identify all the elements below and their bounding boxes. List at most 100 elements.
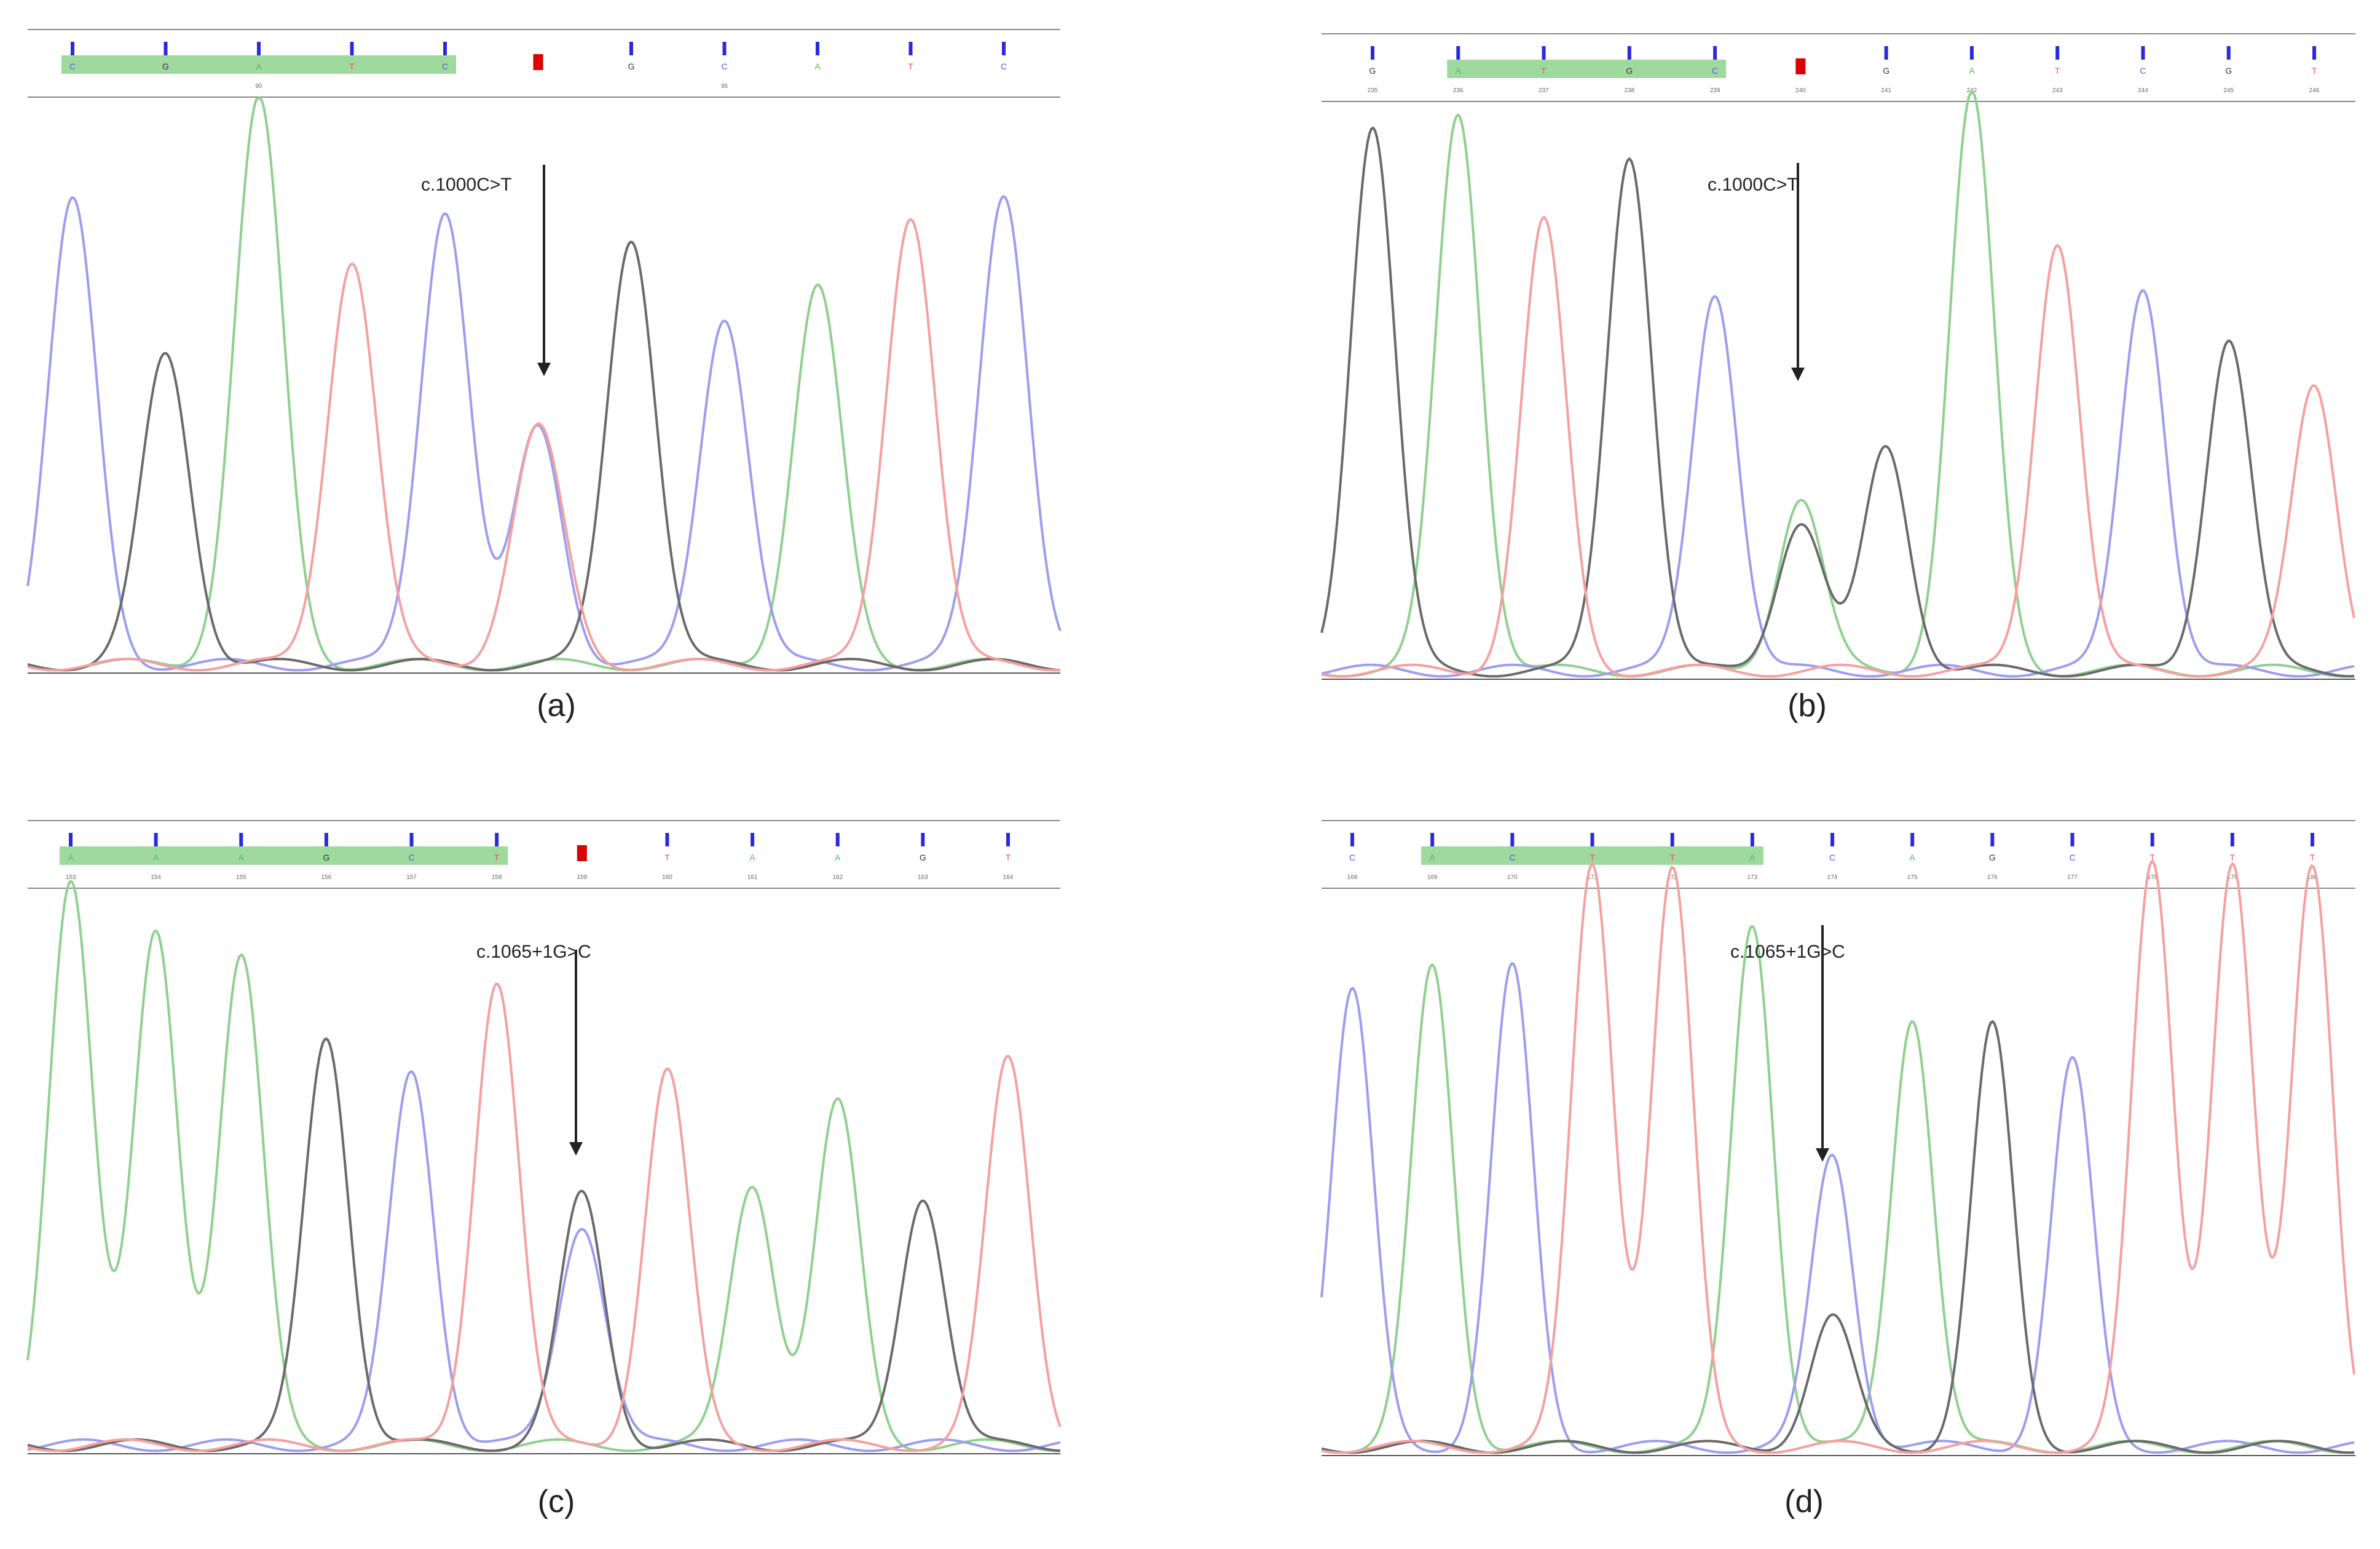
base-call: A	[238, 853, 245, 862]
trace-a	[1321, 92, 2355, 678]
panel-d: C A C T T A C A G C T T T 168 169 170 171 172 173 174 175 176…	[1320, 820, 2355, 1519]
quality-bar	[1430, 833, 1435, 846]
quality-bar	[751, 833, 755, 846]
quality-bar	[1002, 42, 1006, 55]
position-label: 162	[832, 874, 843, 881]
base-call: A	[1429, 853, 1435, 862]
position-label: 160	[662, 874, 672, 881]
quality-bar	[350, 42, 354, 55]
quality-bar	[2070, 833, 2075, 846]
base-call: T	[494, 853, 500, 862]
quality-bar	[1670, 833, 1674, 846]
base-call: C	[1829, 853, 1835, 862]
ambiguous-base-marker	[1795, 58, 1806, 74]
quality-bar	[629, 42, 633, 55]
position-label: 241	[1881, 87, 1891, 94]
sequence-highlight	[1421, 846, 1763, 865]
quality-bar	[1350, 833, 1354, 846]
quality-bar	[908, 42, 913, 55]
trace-c	[26, 195, 1062, 672]
mutation-label: c.1000C>T	[1708, 175, 1799, 195]
quality-bar	[921, 833, 925, 846]
mutation-arrow-head	[1816, 1148, 1829, 1162]
quality-bar	[1542, 46, 1546, 60]
base-call: G	[2225, 66, 2232, 76]
quality-bar	[71, 42, 74, 55]
mutation-arrow-head	[1791, 368, 1805, 381]
quality-bar	[164, 42, 168, 55]
base-call: T	[908, 61, 913, 71]
base-call: C	[721, 61, 727, 71]
panel-caption: (a)	[537, 688, 576, 723]
base-call: G	[162, 61, 169, 71]
base-call: G	[920, 853, 926, 862]
position-label: 176	[1987, 874, 1998, 881]
quality-bar	[1627, 46, 1631, 60]
position-label: 174	[1827, 874, 1838, 881]
base-call: T	[664, 853, 670, 862]
base-call: T	[2312, 66, 2317, 76]
position-label: 172	[1667, 874, 1677, 881]
mutation-label: c.1065+1G>C	[1730, 942, 1845, 962]
position-label: 157	[406, 874, 417, 881]
position-label: 240	[1795, 87, 1806, 94]
quality-bar	[722, 42, 727, 55]
quality-bar	[443, 42, 447, 55]
quality-bar	[1371, 46, 1374, 60]
base-call: T	[1541, 66, 1547, 76]
position-label: 155	[236, 874, 246, 881]
base-call: A	[749, 853, 755, 862]
trace-a	[1321, 925, 2355, 1454]
base-call: T	[2310, 853, 2315, 862]
position-label: 239	[1710, 87, 1720, 94]
mutation-label: c.1000C>T	[421, 175, 512, 195]
mutation-arrow-head	[537, 363, 551, 376]
position-label: 153	[66, 874, 76, 881]
position-label: 170	[1507, 874, 1518, 881]
position-label: 90	[255, 83, 262, 90]
base-call: A	[814, 61, 821, 71]
base-call: A	[835, 853, 841, 862]
position-label: 177	[2067, 874, 2078, 881]
quality-bar	[154, 833, 158, 846]
position-label: 236	[1453, 87, 1464, 94]
position-label: 164	[1003, 874, 1014, 881]
base-call: C	[408, 853, 414, 862]
quality-bar	[1910, 833, 1915, 846]
ambiguous-base-marker	[577, 845, 587, 861]
position-label: 95	[721, 83, 728, 90]
trace-g	[27, 240, 1061, 672]
quality-bar	[2230, 833, 2234, 846]
trace-g	[1320, 126, 2355, 678]
quality-bar	[1713, 46, 1717, 60]
base-call: T	[2230, 853, 2236, 862]
sequence-highlight	[1447, 60, 1727, 78]
base-call: C	[2140, 66, 2146, 76]
trace-c	[1321, 289, 2355, 678]
quality-bar	[1006, 833, 1010, 846]
sequence-highlight	[60, 846, 508, 865]
position-label: 238	[1624, 87, 1634, 94]
panel-a: C G A T C G C A T C 90 95 c.1000C>T (a)	[26, 29, 1062, 723]
quality-bar	[1750, 833, 1754, 846]
base-call: A	[256, 61, 262, 71]
quality-bar	[257, 42, 261, 55]
base-call: T	[349, 61, 355, 71]
position-label: 244	[2138, 87, 2148, 94]
position-label: 163	[918, 874, 928, 881]
base-call: G	[1883, 66, 1889, 76]
base-call: C	[1349, 853, 1355, 862]
position-label: 237	[1539, 87, 1549, 94]
base-call: A	[153, 853, 159, 862]
quality-bar	[495, 833, 499, 846]
quality-bar	[69, 833, 73, 846]
mutation-arrow-head	[569, 1142, 583, 1156]
position-label: 242	[1967, 87, 1977, 94]
quality-bar	[816, 42, 819, 55]
base-call: G	[1626, 66, 1633, 76]
position-label: 173	[1747, 874, 1757, 881]
quality-bar	[1830, 833, 1834, 846]
quality-bar	[1990, 833, 1995, 846]
panel-b: G A T G C G A T C G T 235 236 237 238 239 240 241 242 243 24…	[1320, 33, 2355, 723]
